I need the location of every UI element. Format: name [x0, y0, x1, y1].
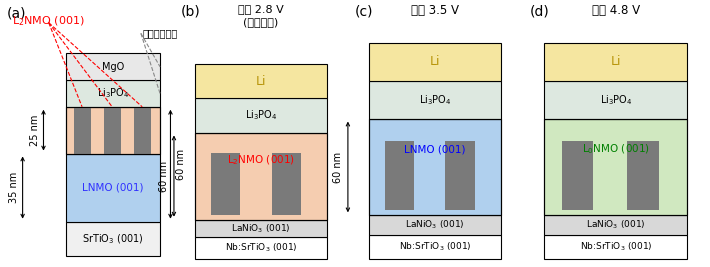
Bar — [385, 141, 414, 210]
Bar — [562, 141, 593, 210]
Text: 60 nm: 60 nm — [175, 149, 186, 180]
Bar — [545, 215, 687, 235]
Text: L$_0$NMO (001): L$_0$NMO (001) — [582, 143, 650, 156]
Bar — [195, 237, 327, 259]
Bar — [133, 107, 151, 154]
Text: (c): (c) — [355, 4, 373, 18]
Text: 60 nm: 60 nm — [159, 160, 169, 192]
Bar — [66, 80, 160, 107]
Text: L$_2$NMO (001): L$_2$NMO (001) — [227, 154, 295, 167]
Text: 電圧 3.5 V: 電圧 3.5 V — [411, 4, 459, 17]
Text: LNMO (001): LNMO (001) — [82, 183, 144, 193]
Text: (b): (b) — [181, 4, 201, 18]
Bar — [195, 64, 327, 98]
Text: Li$_3$PO$_4$: Li$_3$PO$_4$ — [600, 93, 632, 107]
Text: Li$_3$PO$_4$: Li$_3$PO$_4$ — [97, 87, 129, 100]
Text: (d): (d) — [530, 4, 549, 18]
Bar — [368, 81, 501, 119]
Bar — [74, 107, 90, 154]
Bar — [66, 53, 160, 80]
Bar — [545, 119, 687, 215]
Bar — [545, 81, 687, 119]
Bar — [211, 152, 240, 215]
Text: 電圧 4.8 V: 電圧 4.8 V — [592, 4, 640, 17]
Text: LaNiO$_3$ (001): LaNiO$_3$ (001) — [586, 219, 645, 231]
Text: 35 nm: 35 nm — [9, 172, 19, 203]
Text: (a): (a) — [7, 7, 26, 21]
Bar — [195, 98, 327, 132]
Text: Li: Li — [611, 55, 621, 68]
Text: Li: Li — [430, 55, 440, 68]
Text: MgO: MgO — [102, 62, 124, 72]
Text: L$_2$NMO (001): L$_2$NMO (001) — [12, 15, 85, 28]
Text: Nb:SrTiO$_3$ (001): Nb:SrTiO$_3$ (001) — [579, 241, 652, 253]
Bar — [271, 152, 300, 215]
Bar — [545, 43, 687, 81]
Text: 60 nm: 60 nm — [333, 151, 343, 183]
Bar — [368, 119, 501, 215]
Text: Li: Li — [256, 75, 266, 88]
Text: Li$_3$PO$_4$: Li$_3$PO$_4$ — [419, 93, 451, 107]
Bar — [368, 215, 501, 235]
Bar — [628, 141, 659, 210]
Bar — [66, 107, 160, 154]
Bar — [195, 132, 327, 219]
Text: LNMO (001): LNMO (001) — [404, 144, 466, 155]
Bar — [104, 107, 121, 154]
Bar — [66, 222, 160, 256]
Bar — [368, 119, 501, 215]
Bar — [66, 154, 160, 222]
Text: SrTiO$_3$ (001): SrTiO$_3$ (001) — [82, 232, 144, 246]
Text: LaNiO$_3$ (001): LaNiO$_3$ (001) — [405, 219, 464, 231]
Bar — [195, 132, 327, 219]
Text: LaNiO$_3$ (001): LaNiO$_3$ (001) — [231, 222, 290, 235]
Bar — [195, 219, 327, 237]
Text: 25 nm: 25 nm — [30, 115, 40, 146]
Bar — [368, 43, 501, 81]
Text: Nb:SrTiO$_3$ (001): Nb:SrTiO$_3$ (001) — [398, 241, 471, 253]
Bar — [368, 235, 501, 259]
Text: 電圧 2.8 V
(初期状態): 電圧 2.8 V (初期状態) — [238, 4, 284, 27]
Text: Li$_3$PO$_4$: Li$_3$PO$_4$ — [245, 108, 277, 122]
Text: アモルファス: アモルファス — [143, 28, 178, 38]
Bar — [545, 119, 687, 215]
Text: Nb:SrTiO$_3$ (001): Nb:SrTiO$_3$ (001) — [224, 242, 297, 254]
Bar — [445, 141, 474, 210]
Bar — [66, 107, 160, 154]
Bar — [545, 235, 687, 259]
